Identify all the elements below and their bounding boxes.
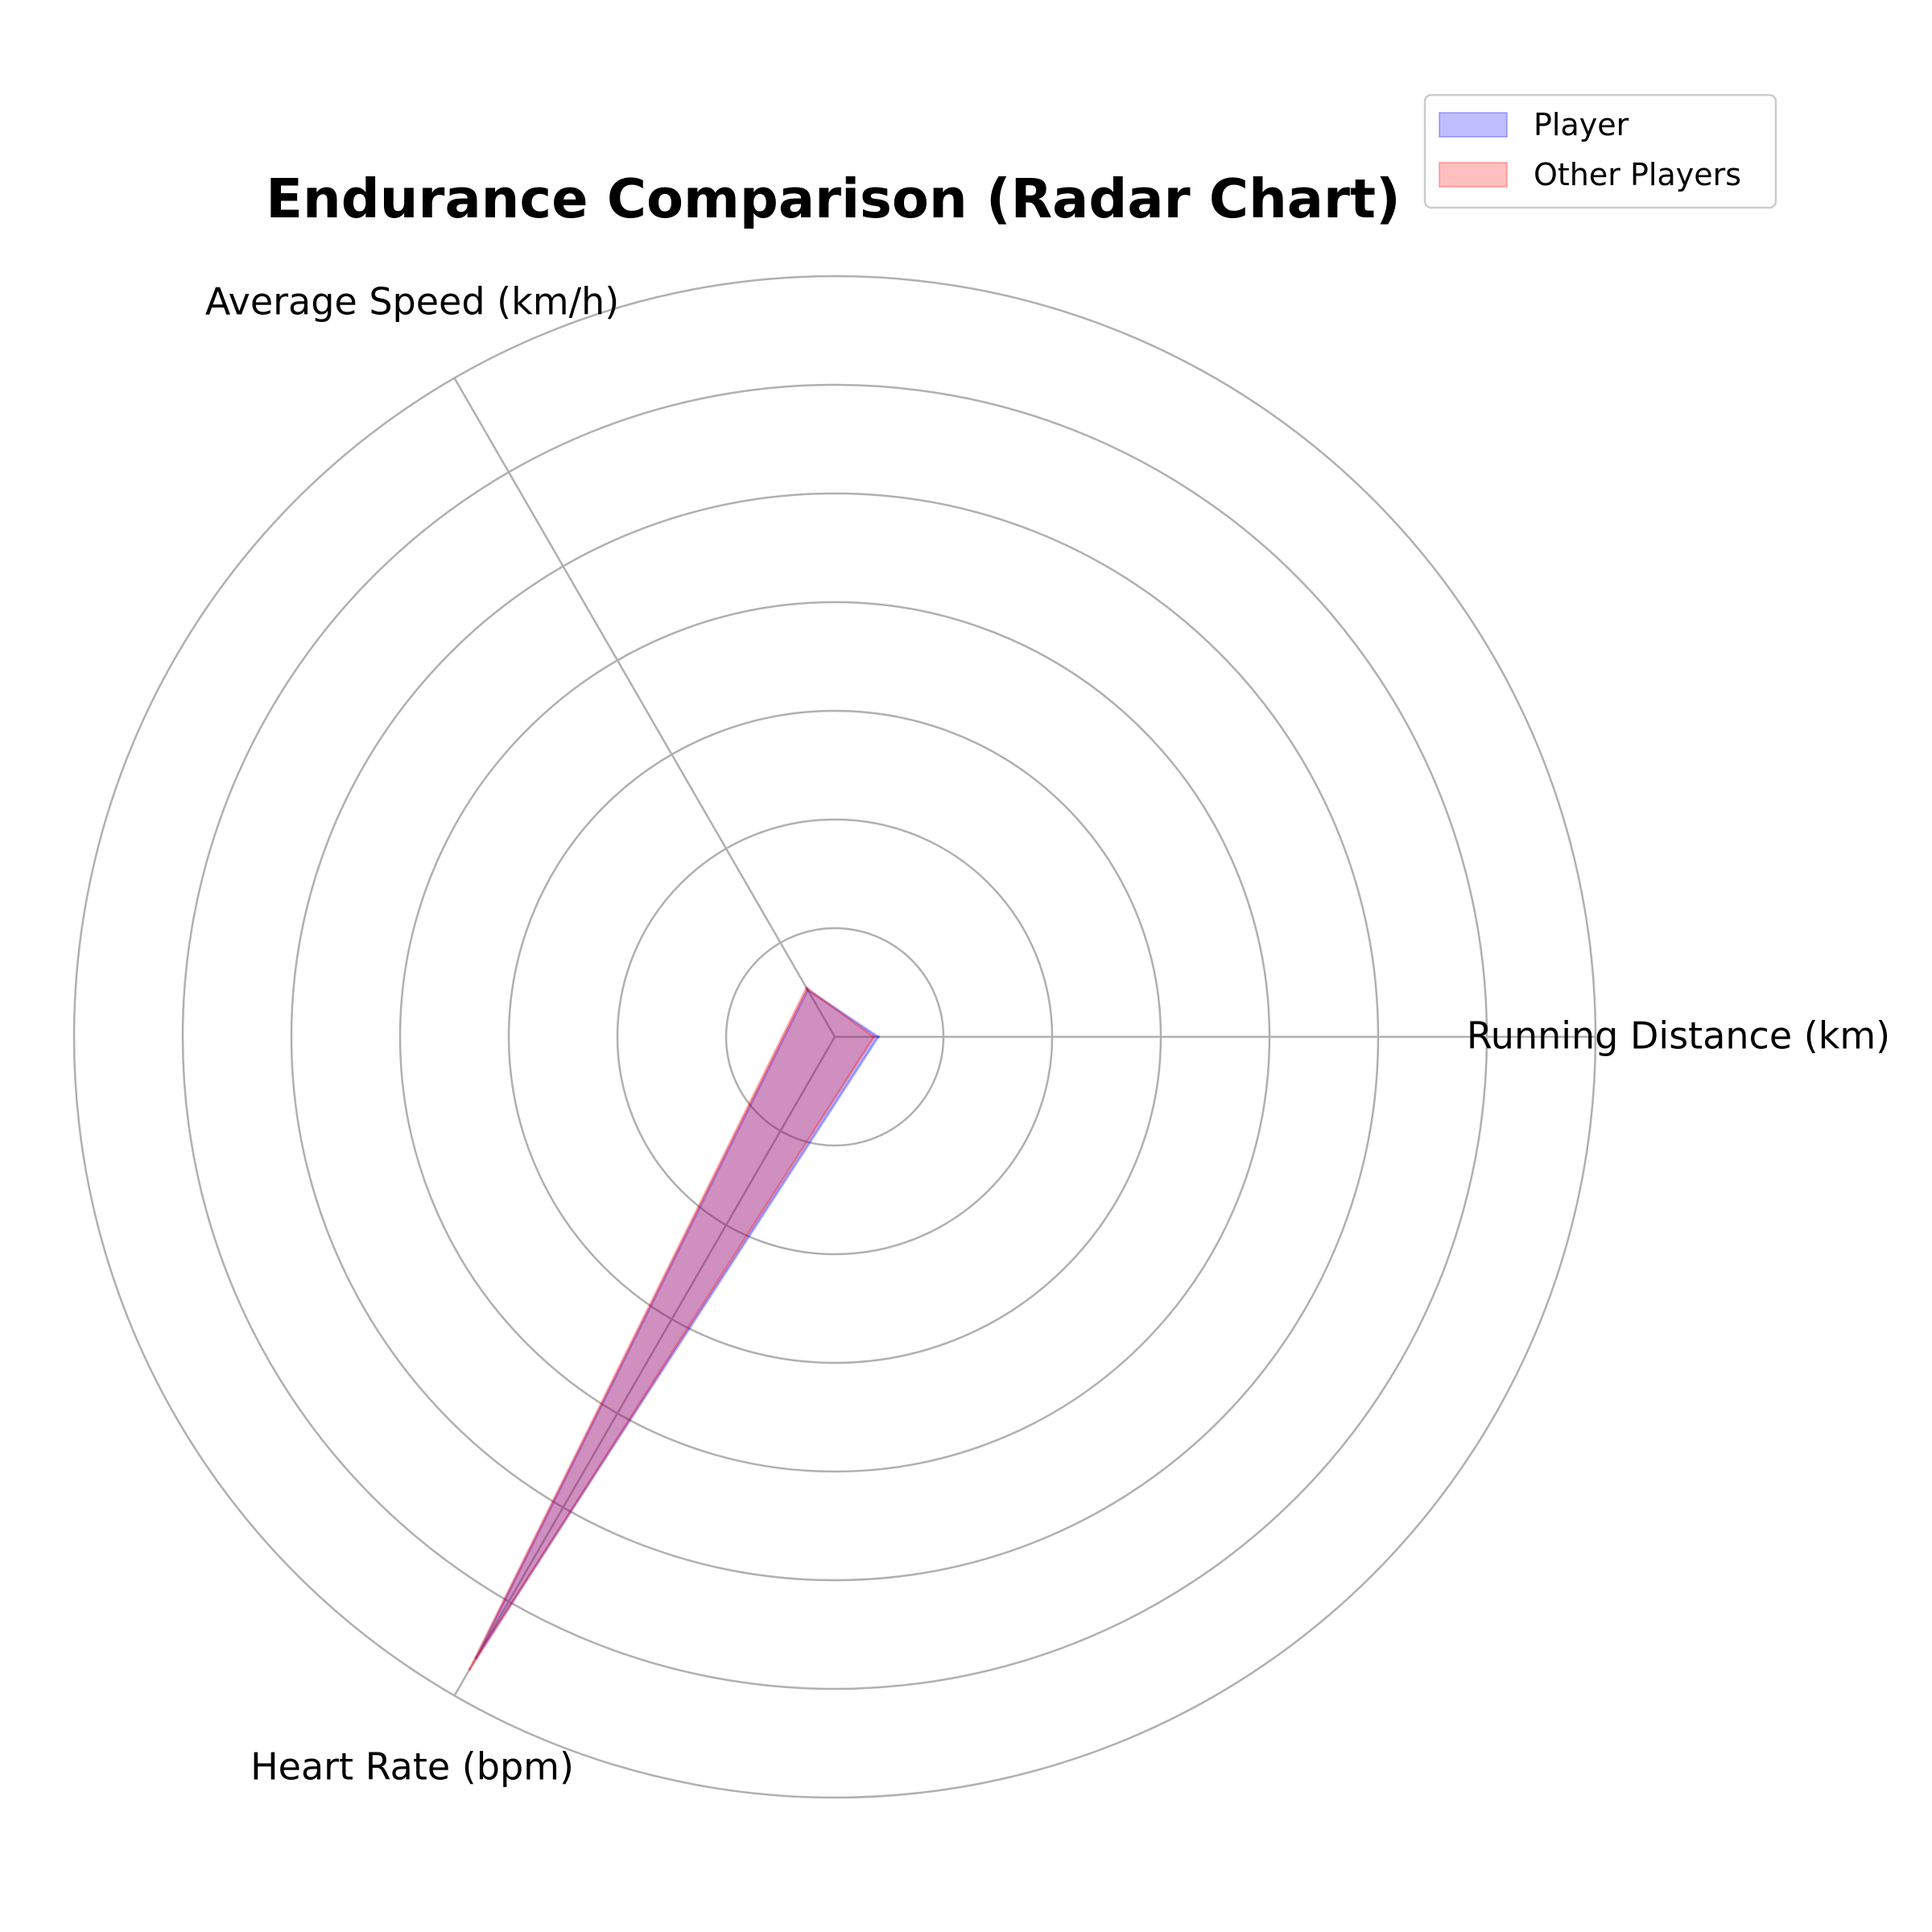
series-area-player [475, 988, 881, 1659]
series-point-other-players-3 [468, 1667, 472, 1671]
axis-label-1: Running Distance (km) [1467, 1014, 1890, 1058]
grid [72, 275, 1597, 1799]
series-point-player-3 [474, 1656, 478, 1660]
axis-labels: Running Distance (km) Average Speed (km/h… [205, 280, 1890, 1789]
series-area-other-players [469, 985, 876, 1670]
spoke-3 [453, 1036, 836, 1697]
legend-frame [1423, 93, 1777, 209]
spoke-2 [453, 377, 836, 1038]
axis-label-3: Heart Rate (bpm) [250, 1745, 574, 1789]
legend-swatch-player [1439, 112, 1508, 138]
series-point-player-2 [806, 988, 810, 992]
series-layer [468, 985, 881, 1671]
legend-swatch-other-players [1439, 162, 1508, 188]
legend-label-other-players: Other Players [1534, 157, 1741, 192]
legend-label-player: Player [1534, 107, 1629, 142]
axis-label-2: Average Speed (km/h) [205, 280, 619, 324]
legend: Player Other Players [1423, 93, 1777, 209]
series-point-player-1 [877, 1035, 880, 1038]
series-point-other-players-1 [872, 1035, 876, 1038]
series-point-other-players-2 [804, 986, 808, 990]
chart-title: Endurance Comparison (Radar Chart) [266, 167, 1400, 230]
